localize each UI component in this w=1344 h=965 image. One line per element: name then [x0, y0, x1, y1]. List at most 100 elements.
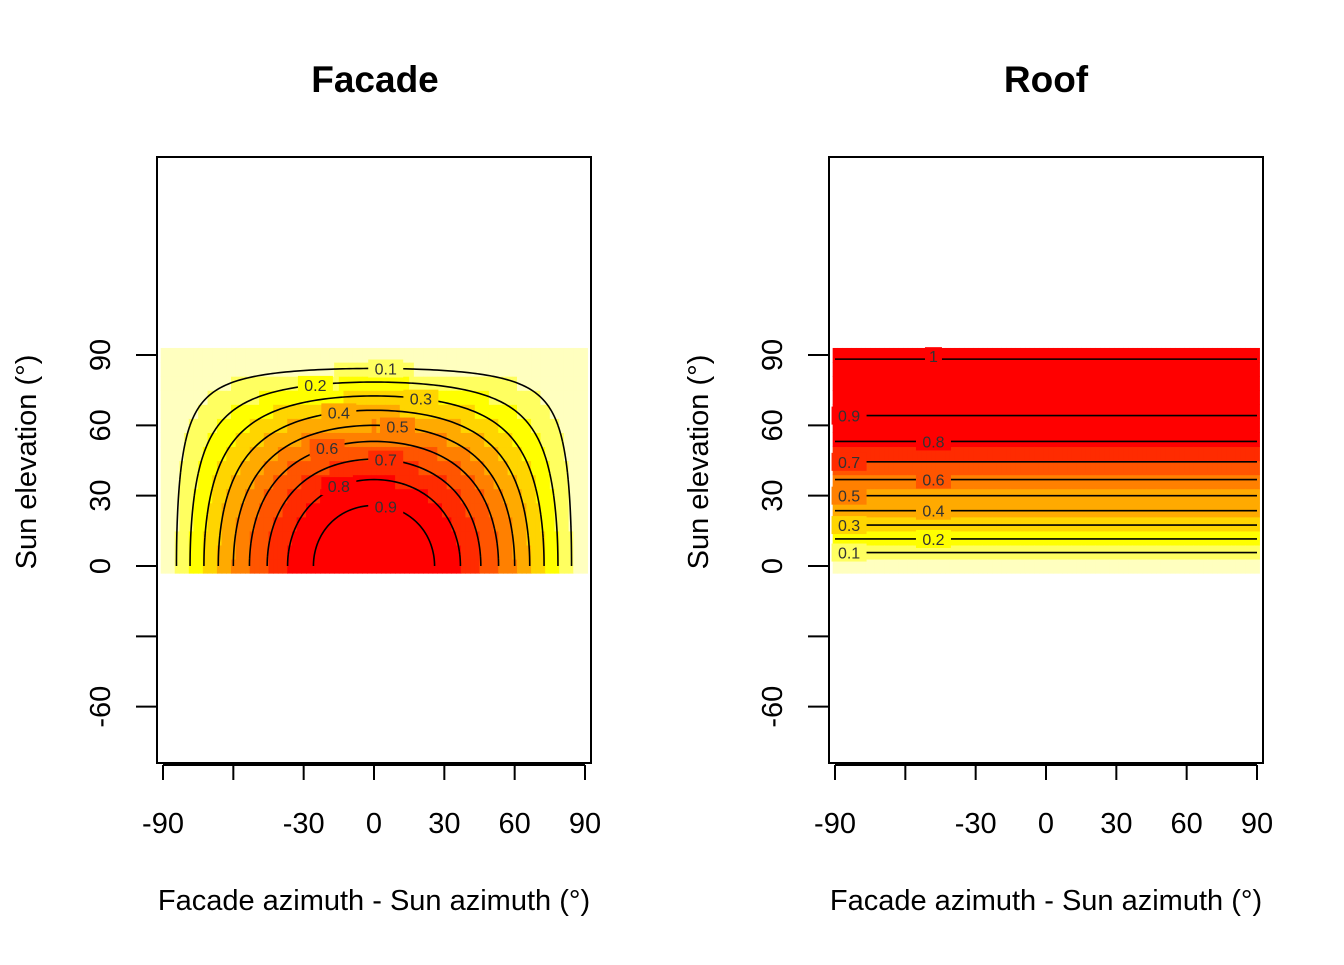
heatmap-cell	[484, 530, 490, 546]
heatmap-cell	[1067, 558, 1073, 574]
heatmap-cell	[535, 418, 542, 433]
heatmap-cell	[291, 446, 298, 462]
heatmap-cell	[949, 474, 956, 490]
heatmap-cell	[521, 530, 527, 546]
heatmap-cell	[306, 418, 312, 433]
heatmap-cell	[540, 390, 546, 405]
heatmap-cell	[949, 558, 956, 574]
heatmap-cell	[898, 432, 904, 448]
heatmap-cell	[978, 390, 984, 405]
heatmap-cell	[418, 347, 424, 363]
heatmap-cell	[484, 446, 490, 462]
heatmap-cell	[245, 474, 251, 490]
heatmap-cell	[856, 362, 862, 377]
heatmap-cell	[987, 347, 993, 363]
heatmap-cell	[437, 558, 443, 574]
heatmap-cell	[973, 446, 979, 462]
heatmap-cell	[1020, 404, 1026, 419]
heatmap-cell	[1217, 347, 1223, 363]
heatmap-cell	[1240, 432, 1246, 448]
heatmap-cell	[1090, 390, 1096, 405]
heatmap-cell	[366, 516, 373, 532]
heatmap-cell	[502, 362, 509, 377]
heatmap-cell	[921, 460, 928, 476]
heatmap-cell	[291, 376, 298, 391]
heatmap-cell	[1123, 474, 1129, 490]
heatmap-cell	[1015, 516, 1021, 532]
heatmap-cell	[1193, 432, 1199, 448]
heatmap-cell	[446, 418, 452, 433]
heatmap-cell	[451, 460, 457, 476]
heatmap-cell	[521, 488, 527, 504]
heatmap-cell	[1207, 446, 1214, 462]
heatmap-cell	[884, 347, 890, 363]
heatmap-cell	[1165, 347, 1171, 363]
heatmap-cell	[221, 376, 227, 391]
heatmap-cell	[320, 544, 326, 560]
heatmap-cell	[545, 376, 551, 391]
heatmap-cell	[301, 488, 307, 504]
heatmap-cell	[329, 516, 335, 532]
heatmap-cell	[517, 516, 523, 532]
heatmap-cell	[226, 418, 232, 433]
heatmap-cell	[235, 516, 241, 532]
heatmap-cell	[870, 418, 876, 433]
contour-label: 0.4	[922, 504, 944, 521]
heatmap-cell	[1020, 446, 1026, 462]
heatmap-cell	[1034, 404, 1040, 419]
heatmap-cell	[1053, 362, 1059, 377]
heatmap-cell	[1240, 376, 1246, 391]
heatmap-cell	[366, 404, 373, 419]
heatmap-cell	[371, 390, 377, 405]
heatmap-cell	[1020, 390, 1026, 405]
heatmap-cell	[296, 558, 302, 574]
heatmap-cell	[846, 432, 853, 448]
heatmap-cell	[441, 460, 448, 476]
heatmap-cell	[992, 446, 998, 462]
heatmap-cell	[381, 544, 387, 560]
heatmap-cell	[1006, 362, 1012, 377]
heatmap-cell	[282, 558, 288, 574]
heatmap-cell	[1184, 432, 1190, 448]
heatmap-cell	[498, 558, 504, 574]
heatmap-cell	[1160, 558, 1167, 574]
heatmap-cell	[226, 558, 232, 574]
heatmap-cell	[498, 418, 504, 433]
heatmap-cell	[907, 516, 913, 532]
heatmap-cell	[856, 390, 862, 405]
heatmap-cell	[334, 347, 340, 363]
heatmap-cell	[968, 432, 974, 448]
heatmap-cell	[357, 376, 363, 391]
heatmap-cell	[1207, 474, 1214, 490]
heatmap-cell	[254, 376, 260, 391]
heatmap-cell	[568, 460, 574, 476]
heatmap-cell	[1151, 376, 1157, 391]
heatmap-cell	[273, 544, 279, 560]
heatmap-cell	[1231, 347, 1237, 363]
heatmap-cell	[1212, 404, 1218, 419]
heatmap-cell	[212, 460, 218, 476]
heatmap-cell	[512, 404, 518, 419]
heatmap-cell	[282, 488, 288, 504]
heatmap-cell	[978, 558, 984, 574]
heatmap-cell	[1217, 516, 1223, 532]
heatmap-cell	[268, 516, 274, 532]
heatmap-cell	[996, 404, 1003, 419]
heatmap-cell	[1123, 404, 1129, 419]
heatmap-cell	[432, 488, 438, 504]
x-tick-label: 0	[366, 808, 382, 840]
heatmap-cell	[917, 376, 923, 391]
heatmap-cell	[404, 432, 410, 448]
heatmap-cell	[1024, 347, 1031, 363]
heatmap-cell	[451, 446, 457, 462]
heatmap-cell	[193, 544, 199, 560]
heatmap-cell	[1099, 516, 1106, 532]
heatmap-cell	[207, 418, 213, 433]
heatmap-cell	[245, 530, 251, 546]
heatmap-cell	[385, 404, 392, 419]
heatmap-cell	[207, 376, 213, 391]
heatmap-cell	[1071, 404, 1078, 419]
heatmap-cell	[230, 404, 237, 419]
contour-label: 0.5	[838, 489, 860, 506]
heatmap-cell	[1235, 404, 1242, 419]
